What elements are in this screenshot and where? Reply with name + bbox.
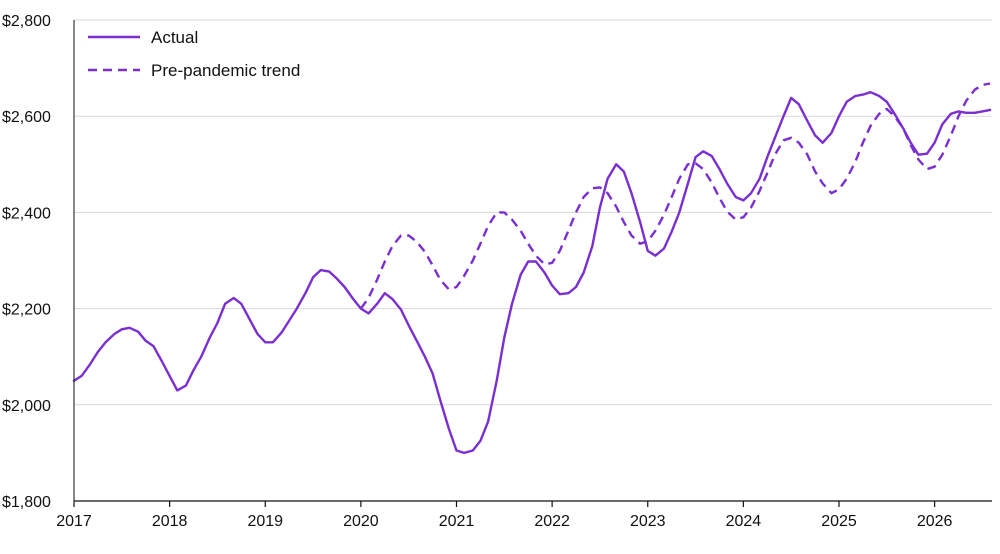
x-tick-label-2018: 2018 [152, 513, 188, 530]
y-tick-label-2000: $2,000 [2, 398, 51, 415]
y-tick-label-1800: $1,800 [2, 494, 51, 511]
x-tick-label-2026: 2026 [917, 513, 953, 530]
x-tick-label-2020: 2020 [343, 513, 379, 530]
y-tick-label-2400: $2,400 [2, 205, 51, 222]
y-tick-label-2600: $2,600 [2, 109, 51, 126]
x-tick-label-2021: 2021 [439, 513, 475, 530]
legend-label-actual: Actual [151, 28, 198, 47]
series-line-actual [72, 91, 992, 455]
legend: Actual Pre-pandemic trend [88, 28, 300, 80]
x-tick-label-2017: 2017 [56, 513, 92, 530]
y-tick-label-2200: $2,200 [2, 302, 51, 319]
series-layer [72, 82, 992, 455]
x-tick-label-2022: 2022 [534, 513, 570, 530]
x-tick-label-2019: 2019 [247, 513, 283, 530]
x-tick-label-2025: 2025 [821, 513, 857, 530]
y-tick-label-2800: $2,800 [2, 13, 51, 30]
axis-layer: $1,800 $2,000 $2,200 $2,400 $2,600 $2,800 2017… [2, 13, 992, 530]
legend-label-pre-pandemic-trend: Pre-pandemic trend [151, 61, 300, 80]
x-tick-label-2023: 2023 [630, 513, 666, 530]
series-line-pre-pandemic-trend [359, 82, 991, 310]
x-tick-label-2024: 2024 [726, 513, 762, 530]
